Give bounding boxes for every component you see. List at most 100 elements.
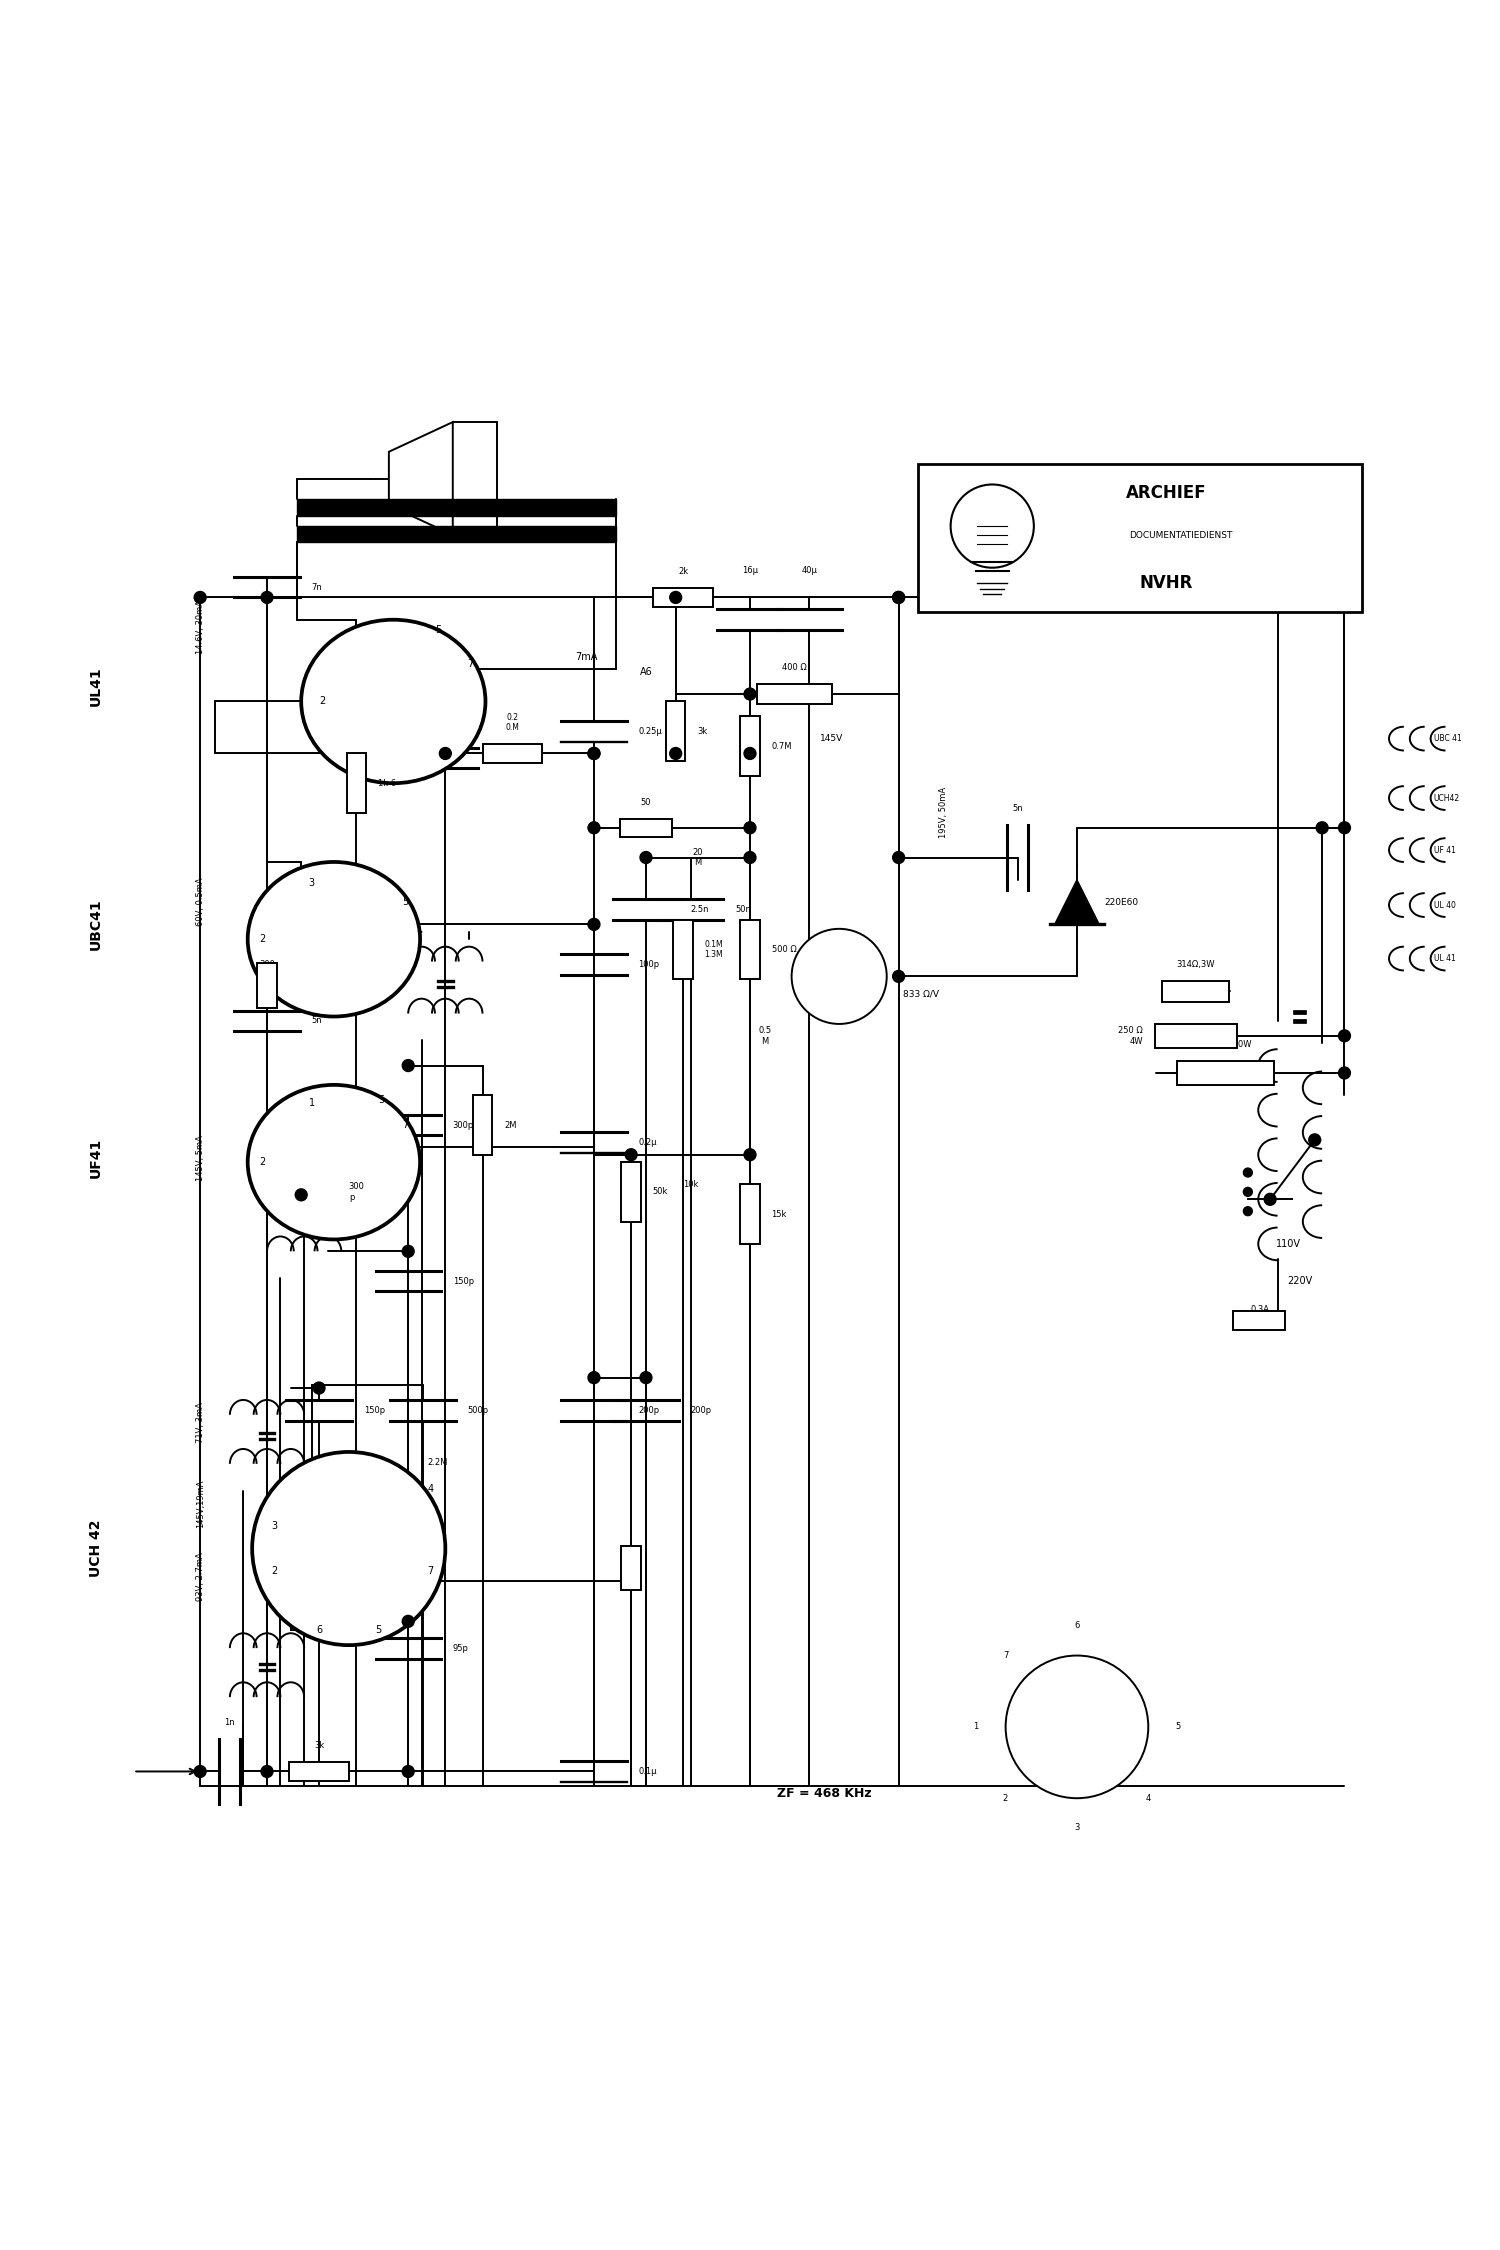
Text: 200p: 200p bbox=[639, 1406, 660, 1415]
Text: 10n: 10n bbox=[490, 754, 506, 763]
Bar bbox=[297, 500, 616, 515]
Text: 2M: 2M bbox=[504, 1120, 516, 1130]
Text: 7mA: 7mA bbox=[576, 652, 597, 662]
Text: 2: 2 bbox=[260, 934, 266, 945]
Circle shape bbox=[744, 1150, 756, 1161]
Text: 14.6V, 30mA: 14.6V, 30mA bbox=[195, 601, 204, 655]
Text: 7: 7 bbox=[468, 659, 474, 668]
Text: 300
p: 300 p bbox=[348, 1181, 364, 1202]
Bar bbox=[741, 1184, 759, 1244]
Circle shape bbox=[744, 821, 756, 835]
Circle shape bbox=[261, 592, 273, 603]
Text: 16μ: 16μ bbox=[742, 567, 758, 576]
Bar bbox=[758, 684, 831, 704]
Text: ARCHIEF: ARCHIEF bbox=[1126, 484, 1206, 502]
Text: UL 41: UL 41 bbox=[1434, 954, 1455, 963]
Circle shape bbox=[1264, 1192, 1276, 1206]
Text: 1k 6: 1k 6 bbox=[378, 778, 396, 787]
Text: 4: 4 bbox=[1146, 1793, 1150, 1802]
Polygon shape bbox=[388, 423, 453, 536]
Text: 145V: 145V bbox=[821, 734, 843, 742]
Circle shape bbox=[402, 1060, 414, 1071]
Bar bbox=[674, 920, 693, 979]
Text: 145V, 5mA: 145V, 5mA bbox=[195, 1134, 204, 1181]
Bar bbox=[258, 963, 276, 1008]
Circle shape bbox=[626, 1150, 638, 1161]
Text: 7n: 7n bbox=[312, 583, 322, 592]
FancyBboxPatch shape bbox=[918, 464, 1362, 612]
Text: 0.1M
1.3M: 0.1M 1.3M bbox=[705, 940, 723, 958]
Text: 0.5
M: 0.5 M bbox=[759, 1026, 771, 1046]
Text: 2: 2 bbox=[260, 1156, 266, 1168]
Circle shape bbox=[1316, 821, 1328, 835]
Text: 3k: 3k bbox=[698, 727, 708, 736]
Circle shape bbox=[402, 1246, 414, 1258]
Text: 10k: 10k bbox=[682, 1179, 698, 1188]
Circle shape bbox=[892, 592, 904, 603]
Text: 60V, 0.5mA: 60V, 0.5mA bbox=[195, 878, 204, 927]
Text: UL 40: UL 40 bbox=[1434, 900, 1455, 909]
Text: 2k: 2k bbox=[678, 567, 688, 576]
Circle shape bbox=[892, 850, 904, 864]
Text: 2: 2 bbox=[272, 1566, 278, 1575]
Circle shape bbox=[1244, 1188, 1252, 1197]
Bar bbox=[1155, 1024, 1236, 1048]
Text: A6: A6 bbox=[639, 666, 652, 677]
Text: 150p: 150p bbox=[363, 1406, 384, 1415]
Text: 71V, 3mA: 71V, 3mA bbox=[195, 1402, 204, 1442]
Text: 3: 3 bbox=[1074, 1823, 1080, 1832]
Text: 5n: 5n bbox=[312, 1017, 322, 1026]
Text: 2.2M: 2.2M bbox=[427, 1458, 448, 1467]
Circle shape bbox=[744, 747, 756, 760]
Text: 2: 2 bbox=[1004, 1793, 1008, 1802]
Text: 2: 2 bbox=[320, 698, 326, 706]
Text: UCH42: UCH42 bbox=[1434, 794, 1460, 803]
Text: 1030 Ω,10W: 1030 Ω,10W bbox=[1200, 1040, 1251, 1048]
Text: 50k: 50k bbox=[652, 1188, 668, 1197]
Bar bbox=[666, 702, 686, 760]
Text: 500p: 500p bbox=[468, 1406, 489, 1415]
Text: V: V bbox=[834, 970, 844, 983]
Text: -93V, 2.7mA: -93V, 2.7mA bbox=[195, 1552, 204, 1604]
Circle shape bbox=[1310, 1134, 1320, 1145]
Bar bbox=[621, 1163, 640, 1222]
Circle shape bbox=[194, 1766, 206, 1778]
Circle shape bbox=[792, 929, 886, 1024]
Circle shape bbox=[1244, 1168, 1252, 1177]
Circle shape bbox=[588, 918, 600, 929]
Text: 200p: 200p bbox=[690, 1406, 711, 1415]
Bar bbox=[621, 1546, 640, 1591]
Bar bbox=[741, 920, 759, 979]
Text: 0.3A: 0.3A bbox=[1250, 1305, 1269, 1314]
Text: 6: 6 bbox=[316, 1624, 322, 1636]
Circle shape bbox=[1244, 1206, 1252, 1215]
Circle shape bbox=[744, 850, 756, 864]
Ellipse shape bbox=[248, 1084, 420, 1240]
Text: 100p: 100p bbox=[639, 961, 660, 970]
Text: 314Ω,3W: 314Ω,3W bbox=[1176, 961, 1215, 970]
Text: 95p: 95p bbox=[453, 1642, 468, 1652]
Text: NVHR: NVHR bbox=[1140, 574, 1192, 592]
Circle shape bbox=[296, 1188, 307, 1202]
Text: 195V, 50mA: 195V, 50mA bbox=[939, 788, 948, 839]
Circle shape bbox=[588, 747, 600, 760]
Bar bbox=[472, 1096, 492, 1154]
Text: UBC 41: UBC 41 bbox=[1434, 734, 1461, 742]
Bar bbox=[346, 754, 366, 812]
Text: 250 Ω
4W: 250 Ω 4W bbox=[1119, 1026, 1143, 1046]
Text: 0.2
0.M: 0.2 0.M bbox=[506, 713, 519, 731]
Text: 7: 7 bbox=[402, 1120, 408, 1130]
Ellipse shape bbox=[248, 862, 420, 1017]
Text: 7: 7 bbox=[1004, 1652, 1008, 1660]
Text: 0.1μ: 0.1μ bbox=[639, 1766, 657, 1775]
Circle shape bbox=[744, 688, 756, 700]
Circle shape bbox=[588, 747, 600, 760]
Text: DOCUMENTATIEDIENST: DOCUMENTATIEDIENST bbox=[1130, 531, 1233, 540]
Circle shape bbox=[1338, 1066, 1350, 1080]
Polygon shape bbox=[1054, 880, 1100, 925]
Text: 3: 3 bbox=[272, 1521, 278, 1532]
Bar bbox=[654, 587, 712, 608]
Text: UF 41: UF 41 bbox=[1434, 846, 1455, 855]
Text: 0.25μ: 0.25μ bbox=[639, 727, 663, 736]
Circle shape bbox=[1005, 1656, 1149, 1798]
